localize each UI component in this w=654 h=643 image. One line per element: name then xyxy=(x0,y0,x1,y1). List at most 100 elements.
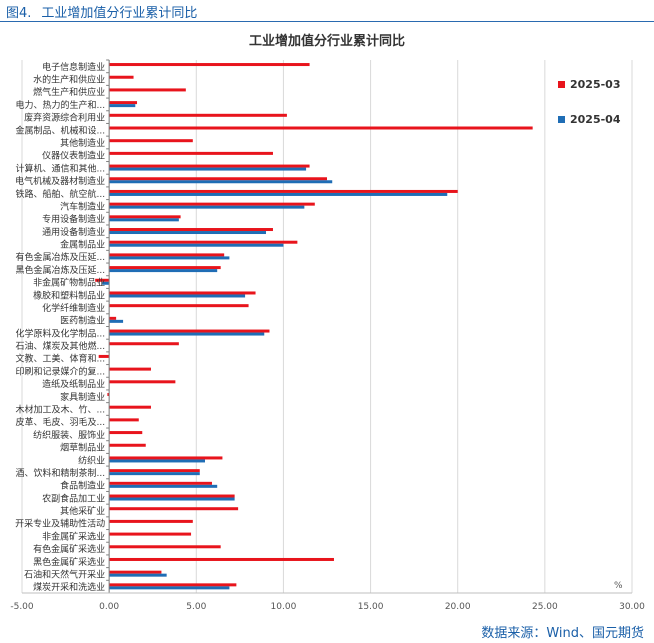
bar-2025-03 xyxy=(109,126,533,130)
x-tick-label: 30.00 xyxy=(619,602,645,612)
category-label: 电力、热力的生产和... xyxy=(16,99,106,111)
category-label: 酒、饮料和精制茶制... xyxy=(16,467,106,479)
category-label: 铁路、船舶、航空航... xyxy=(16,188,106,200)
legend-label: 2025-04 xyxy=(570,113,621,126)
bar-2025-03 xyxy=(109,316,117,320)
category-label: 仪器仪表制造业 xyxy=(42,150,105,162)
bar-2025-04 xyxy=(109,243,284,247)
category-label: 烟草制品业 xyxy=(60,442,105,454)
bar-2025-04 xyxy=(109,294,246,298)
bar-2025-03 xyxy=(109,557,334,561)
bar-2025-03 xyxy=(109,443,146,447)
bar-2025-04 xyxy=(109,269,218,273)
bar-2025-03 xyxy=(109,583,237,587)
bar-2025-03 xyxy=(109,291,256,295)
category-label: 有色金属矿采选业 xyxy=(33,543,105,555)
category-label: 非金属矿采选业 xyxy=(42,530,105,542)
bar-2025-03 xyxy=(109,367,151,371)
category-label: 汽车制造业 xyxy=(60,200,105,212)
bar-2025-03 xyxy=(109,75,134,79)
legend-swatch xyxy=(558,116,565,123)
category-label: 电气机械及器材制造业 xyxy=(15,175,105,187)
bar-2025-03 xyxy=(107,392,110,396)
category-label: 印刷和记录媒介的复... xyxy=(16,365,106,377)
category-label: 医药制造业 xyxy=(60,315,105,327)
bar-2025-03 xyxy=(109,507,239,511)
category-label: 化学原料及化学制品... xyxy=(16,327,106,339)
bar-2025-03 xyxy=(109,177,328,181)
bar-2025-03 xyxy=(109,405,151,409)
bar-2025-03 xyxy=(109,570,162,574)
bar-2025-03 xyxy=(109,431,143,435)
bar-2025-03 xyxy=(109,240,298,244)
category-label: 皮革、毛皮、羽毛及... xyxy=(16,416,106,428)
bar-2025-03 xyxy=(109,151,273,155)
bar-2025-04 xyxy=(109,459,205,463)
bar-2025-04 xyxy=(109,319,124,323)
bar-2025-03 xyxy=(109,202,315,206)
legend-label: 2025-03 xyxy=(570,78,621,91)
bar-2025-04 xyxy=(109,573,167,577)
category-label: 橡胶和塑料制品业 xyxy=(33,289,105,301)
bar-2025-03 xyxy=(109,456,223,460)
bar-2025-03 xyxy=(109,519,193,523)
bar-2025-04 xyxy=(109,218,179,222)
bar-2025-04 xyxy=(109,205,305,209)
bar-2025-04 xyxy=(102,281,110,285)
bar-2025-03 xyxy=(109,342,179,346)
bar-2025-04 xyxy=(109,332,265,336)
category-label: 化学纤维制造业 xyxy=(42,302,105,314)
x-tick-label: 5.00 xyxy=(186,602,206,612)
chart-title: 工业增加值分行业累计同比 xyxy=(249,33,405,49)
category-label: 其他制造业 xyxy=(60,137,105,149)
bar-2025-03 xyxy=(109,469,200,473)
category-label: 纺织服装、服饰业 xyxy=(33,429,105,441)
category-label: 开采专业及辅助性活动 xyxy=(15,518,105,530)
category-label: 其他采矿业 xyxy=(60,505,105,517)
category-label: 非金属矿物制品业 xyxy=(33,277,105,289)
bar-2025-04 xyxy=(109,104,136,108)
category-label: 有色金属冶炼及压延... xyxy=(16,251,106,263)
bar-2025-04 xyxy=(109,192,448,196)
bar-2025-04 xyxy=(109,180,333,184)
bar-2025-03 xyxy=(109,164,310,168)
figure-caption-text: 工业增加值分行业累计同比 xyxy=(41,6,198,21)
category-label: 黑色金属冶炼及压延... xyxy=(16,264,106,276)
bar-2025-03 xyxy=(109,380,176,384)
category-label: 金属制品业 xyxy=(60,239,105,251)
category-label: 文教、工美、体育和... xyxy=(16,353,106,365)
category-label: 通用设备制造业 xyxy=(42,226,105,238)
category-label: 专用设备制造业 xyxy=(42,213,105,225)
bar-2025-03 xyxy=(109,88,186,92)
category-label: 食品制造业 xyxy=(60,480,105,492)
bar-2025-04 xyxy=(109,167,307,171)
bar-2025-04 xyxy=(109,256,230,260)
bar-2025-04 xyxy=(109,586,230,590)
category-label: 黑色金属矿采选业 xyxy=(33,556,105,568)
category-label: 农副食品加工业 xyxy=(42,492,105,504)
caption-divider xyxy=(0,21,654,22)
category-label: 水的生产和供应业 xyxy=(33,74,105,86)
bar-2025-03 xyxy=(109,139,193,143)
category-label: 燃气生产和供应业 xyxy=(33,86,105,98)
x-tick-label: 0.00 xyxy=(99,602,119,612)
bar-2025-03 xyxy=(109,545,221,549)
figure-number: 图4. xyxy=(6,6,32,21)
bar-2025-03 xyxy=(109,481,212,485)
bar-2025-03 xyxy=(98,354,110,358)
bar-2025-03 xyxy=(109,532,192,536)
bar-2025-03 xyxy=(95,278,110,282)
bar-2025-04 xyxy=(109,497,235,501)
category-label: 石油和天然气开采业 xyxy=(24,568,105,580)
data-source: 数据来源：Wind、国元期货 xyxy=(481,626,644,641)
bar-2025-04 xyxy=(109,231,267,235)
x-tick-label: 20.00 xyxy=(445,602,471,612)
x-tick-label: 10.00 xyxy=(271,602,297,612)
unit-label: % xyxy=(614,581,623,591)
bar-2025-03 xyxy=(109,304,249,308)
bar-2025-04 xyxy=(109,484,218,488)
bar-2025-03 xyxy=(109,494,235,498)
figure-caption: 图4. 工业增加值分行业累计同比 xyxy=(6,2,197,21)
x-tick-label: 15.00 xyxy=(358,602,384,612)
